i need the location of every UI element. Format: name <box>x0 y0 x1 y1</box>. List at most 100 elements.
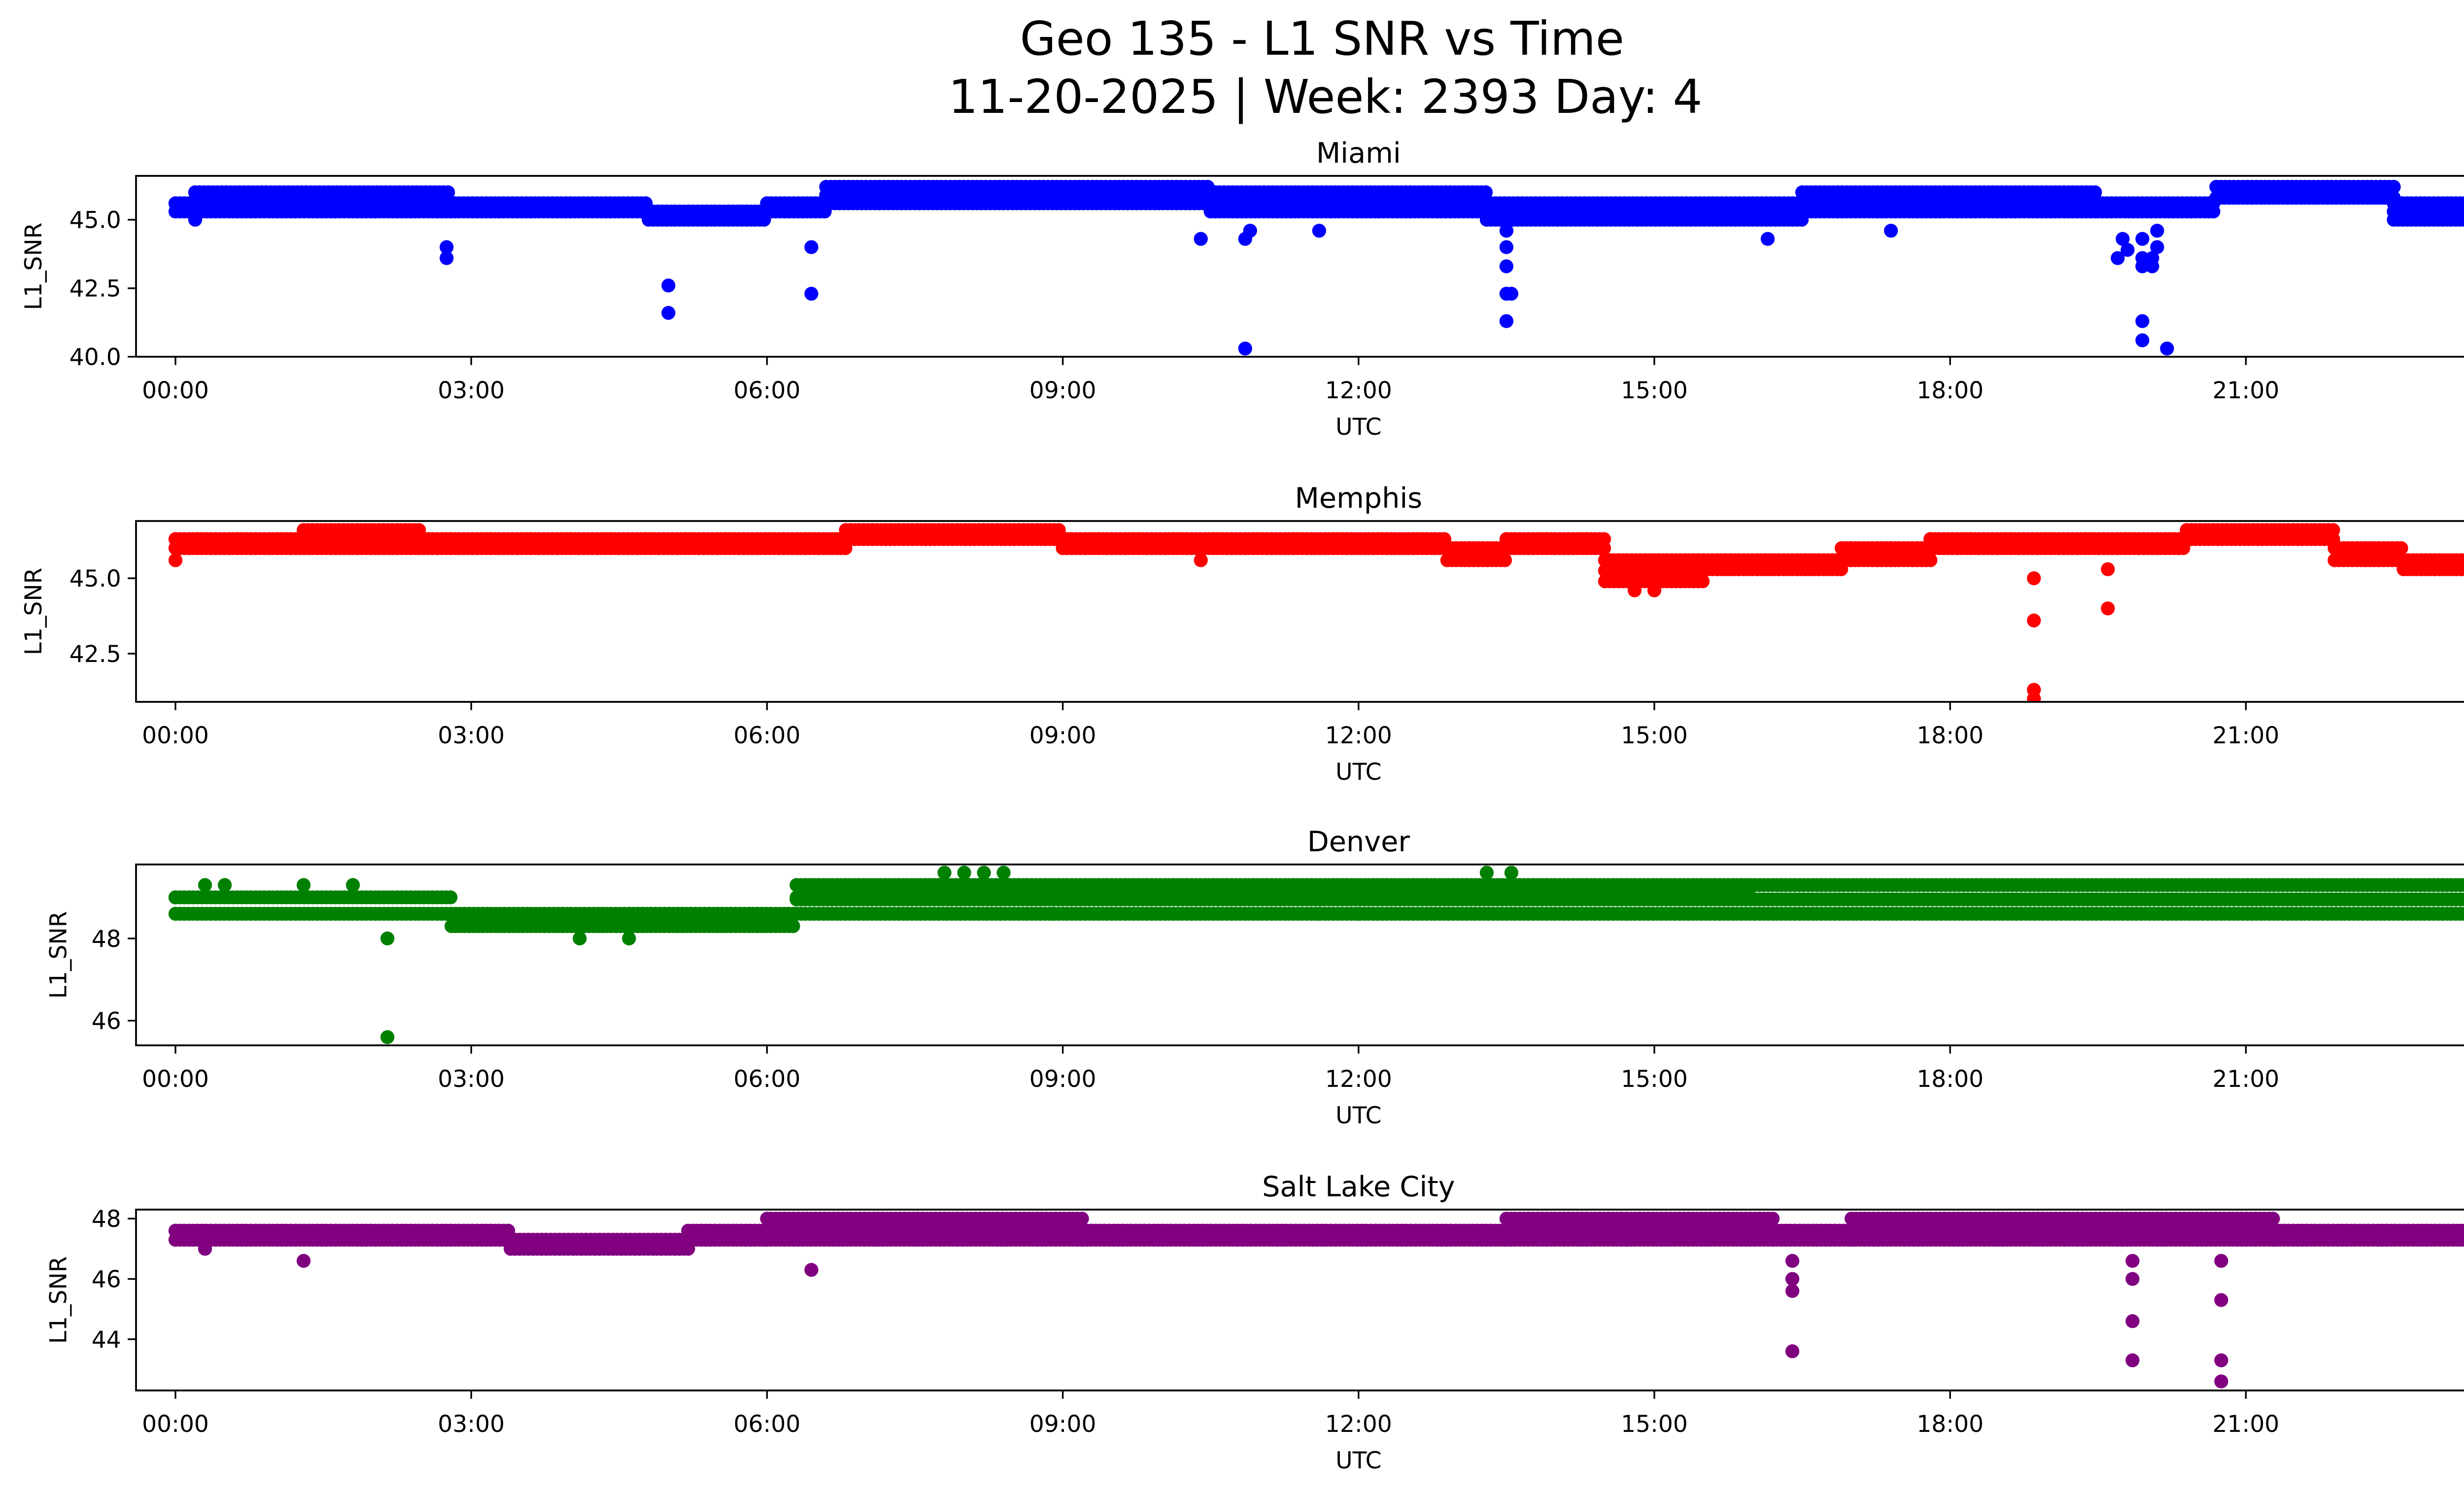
subplot-title: Denver <box>1307 826 1410 858</box>
data-point <box>2387 179 2401 194</box>
data-point-outlier <box>1499 223 1514 238</box>
subplot-title: Memphis <box>1295 482 1423 515</box>
data-point-outlier <box>2027 613 2041 627</box>
x-tick-label: 21:00 <box>2213 377 2280 404</box>
data-point-outlier <box>977 866 991 880</box>
data-point-outlier <box>1504 866 1519 880</box>
data-point <box>2458 878 2464 892</box>
y-axis-label: L1_SNR <box>20 568 47 656</box>
y-tick-label: 45.0 <box>69 565 121 592</box>
x-tick-label: 00:00 <box>142 722 209 749</box>
x-tick-label: 12:00 <box>1325 377 1392 404</box>
x-axis-label: UTC <box>1335 1102 1381 1129</box>
data-point-outlier <box>2116 232 2130 246</box>
data-point <box>1498 553 1512 567</box>
data-point <box>2458 892 2464 906</box>
data-layer <box>168 523 2464 702</box>
y-tick-label: 40.0 <box>69 344 121 371</box>
data-point-outlier <box>661 306 676 320</box>
y-tick-label: 42.5 <box>69 641 121 668</box>
data-point <box>1478 185 1493 200</box>
x-tick-label: 15:00 <box>1621 722 1688 749</box>
subplot-title: Miami <box>1316 137 1401 170</box>
data-layer <box>168 866 2464 1044</box>
data-point-outlier <box>937 866 952 880</box>
x-tick-label: 06:00 <box>734 377 801 404</box>
data-point-outlier <box>804 286 819 301</box>
x-tick-label: 06:00 <box>734 722 801 749</box>
x-tick-label: 12:00 <box>1325 722 1392 749</box>
data-point-outlier <box>168 890 183 904</box>
x-axis-label: UTC <box>1335 414 1381 441</box>
x-tick-label: 21:00 <box>2213 1066 2280 1093</box>
data-point <box>1923 553 1938 567</box>
data-point-outlier <box>957 866 971 880</box>
data-point-outlier <box>380 931 395 946</box>
data-point <box>1743 878 1758 892</box>
data-point-outlier <box>1479 866 1494 880</box>
data-point-outlier <box>661 278 676 293</box>
data-point <box>2088 185 2102 200</box>
data-point-outlier <box>1504 286 1519 301</box>
subplot-title: Salt Lake City <box>1262 1171 1455 1203</box>
data-point <box>2458 906 2464 921</box>
data-point-outlier <box>2027 571 2041 586</box>
data-point-outlier <box>188 212 203 227</box>
data-point-outlier <box>1760 232 1775 246</box>
x-tick-label: 15:00 <box>1621 1066 1688 1093</box>
data-point-outlier <box>2135 232 2150 246</box>
data-point-outlier <box>1499 240 1514 254</box>
x-tick-label: 15:00 <box>1621 377 1688 404</box>
data-point-outlier <box>380 1030 395 1044</box>
y-tick-label: 48 <box>92 926 121 953</box>
x-tick-label: 09:00 <box>1029 377 1096 404</box>
data-point <box>2462 909 2464 919</box>
x-tick-label: 00:00 <box>142 377 209 404</box>
data-point-outlier <box>2135 333 2150 348</box>
y-tick-label: 45.0 <box>69 207 121 234</box>
data-point-outlier <box>1884 223 1898 238</box>
data-point-outlier <box>1499 314 1514 328</box>
data-point <box>2458 196 2464 210</box>
x-tick-label: 06:00 <box>734 1066 801 1093</box>
data-point-outlier <box>1627 583 1642 597</box>
data-point <box>412 523 426 537</box>
data-point-outlier <box>2121 243 2135 257</box>
figure-title-line2: 11-20-2025 | Week: 2393 Day: 4 <box>948 70 1702 124</box>
data-point-outlier <box>1194 553 1208 567</box>
figure-title-line1: Geo 135 - L1 SNR vs Time <box>1020 12 1624 66</box>
x-tick-label: 18:00 <box>1916 377 1984 404</box>
data-point-outlier <box>1194 232 1208 246</box>
x-tick-label: 03:00 <box>438 1066 505 1093</box>
x-tick-label: 00:00 <box>142 1066 209 1093</box>
data-point-outlier <box>804 240 819 254</box>
data-point-outlier <box>996 866 1011 880</box>
data-point-outlier <box>2135 259 2150 274</box>
data-point-outlier <box>1312 223 1326 238</box>
data-point-outlier <box>2160 341 2174 356</box>
data-point-outlier <box>168 553 183 567</box>
data-point <box>786 919 800 934</box>
x-tick-label: 21:00 <box>2213 722 2280 749</box>
data-point-outlier <box>346 878 360 892</box>
data-point <box>759 906 774 921</box>
data-point <box>2326 523 2340 537</box>
data-point-outlier <box>1046 906 1060 921</box>
y-axis-label: L1_SNR <box>45 911 72 999</box>
x-tick-label: 12:00 <box>1325 1066 1392 1093</box>
data-point <box>441 185 455 200</box>
data-point-outlier <box>1243 223 1257 238</box>
data-point-outlier <box>1238 341 1252 356</box>
subplot-panels: Miami 00:00 03:00 06:00 09:00 12:00 15:00 18:00… <box>20 137 2464 1474</box>
y-axis-label: L1_SNR <box>20 222 47 310</box>
data-layer <box>168 179 2464 356</box>
data-point <box>1597 532 1611 546</box>
data-point-outlier <box>440 251 454 265</box>
x-tick-label: 18:00 <box>1916 1066 1984 1093</box>
data-point-outlier <box>1312 906 1326 921</box>
data-point-outlier <box>2101 601 2115 616</box>
data-point-outlier <box>2027 692 2041 702</box>
